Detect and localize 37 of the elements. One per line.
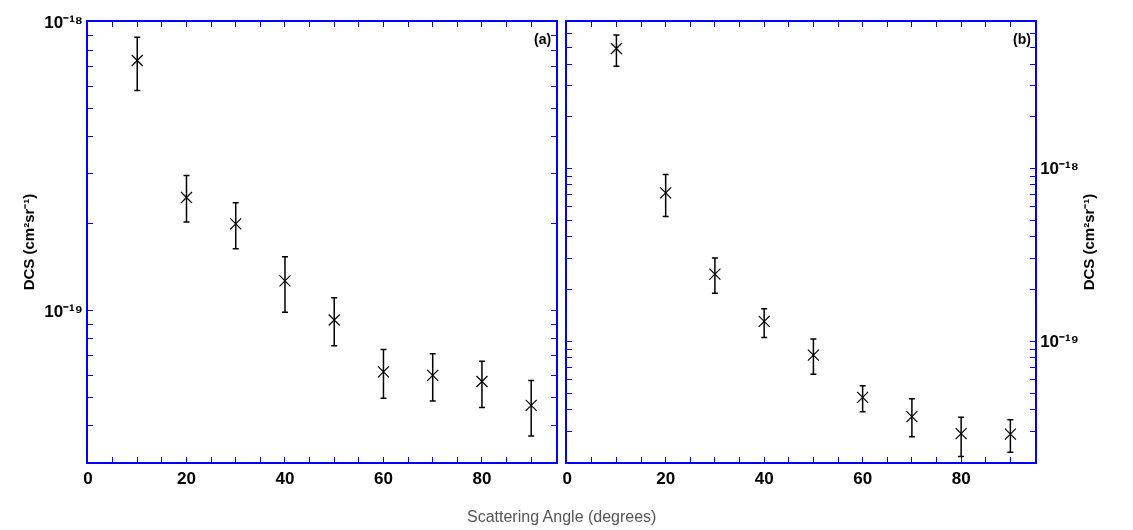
point — [807, 349, 820, 362]
point — [475, 375, 489, 388]
point — [1004, 427, 1017, 441]
annotation: (b) — [1013, 31, 1031, 47]
point — [610, 42, 623, 55]
x-tick-label: 40 — [275, 469, 295, 489]
point — [180, 191, 193, 204]
annotation: (a) — [534, 31, 552, 47]
x-tick-label: 60 — [374, 469, 393, 489]
point — [905, 410, 918, 423]
y-tick-label: 10⁻¹⁸ — [1040, 159, 1079, 179]
point — [525, 399, 538, 412]
x-tick-label: 40 — [754, 469, 774, 489]
x-tick-label: 20 — [656, 469, 676, 489]
y-tick-label: 10⁻¹⁹ — [1040, 332, 1079, 352]
point — [659, 186, 672, 199]
x-tick-label: 20 — [177, 469, 196, 489]
x-tick-label: 60 — [853, 469, 873, 489]
point — [229, 217, 242, 231]
y-axis-title: DCS (cm²sr⁻¹) — [19, 193, 37, 291]
point — [377, 365, 390, 379]
point — [856, 391, 869, 404]
x-tick-label: 0 — [562, 469, 572, 489]
point — [426, 369, 439, 382]
point — [708, 268, 722, 281]
point — [278, 274, 292, 288]
point — [328, 313, 341, 327]
point — [131, 54, 144, 67]
point — [758, 315, 771, 328]
x-axis-title: Scattering Angle (degrees) — [467, 508, 657, 525]
y-tick-label: 10⁻¹⁹ — [44, 301, 83, 321]
x-tick-label: 80 — [951, 469, 971, 489]
y-tick-label: 10⁻¹⁸ — [44, 12, 83, 32]
x-tick-label: 0 — [83, 469, 93, 489]
point — [955, 427, 968, 440]
x-tick-label: 80 — [472, 469, 492, 489]
y-axis-title: DCS (cm²sr⁻¹) — [1080, 193, 1098, 291]
